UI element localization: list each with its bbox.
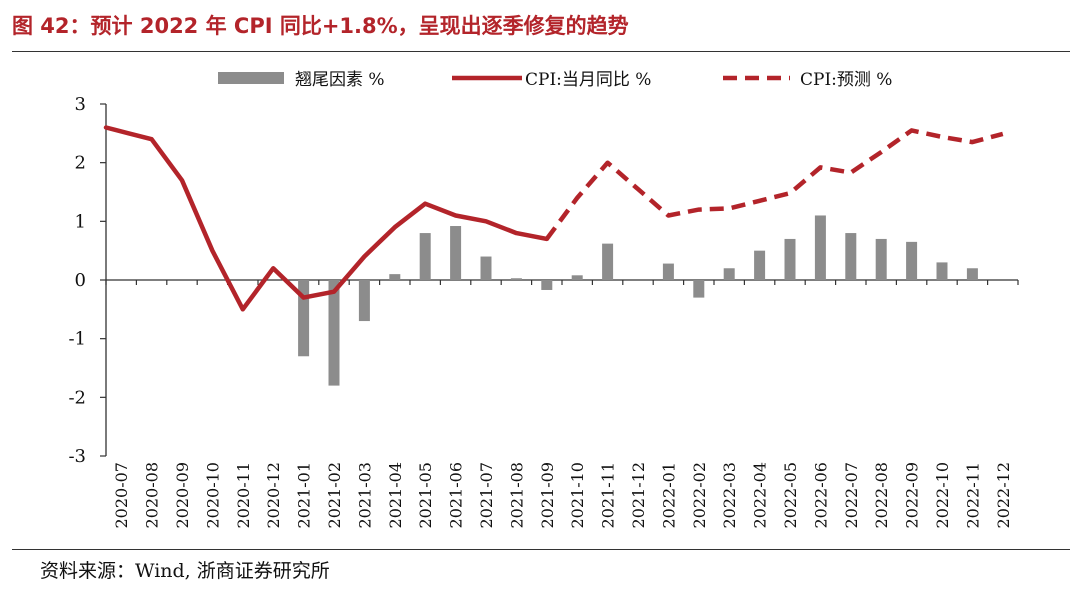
top-rule — [12, 51, 1070, 52]
cpi-forecast-line — [544, 128, 1004, 241]
x-tick-label: 2021-11 — [599, 462, 618, 528]
bar — [814, 215, 826, 280]
bar — [358, 280, 370, 322]
x-tick-label: 2022-03 — [720, 462, 739, 528]
cpi-actual-line — [103, 125, 550, 312]
y-tick-label: -1 — [68, 329, 86, 350]
x-tick-label: 2021-09 — [538, 462, 557, 528]
bar-series — [298, 215, 978, 386]
bar — [936, 262, 948, 280]
bar — [450, 226, 462, 280]
bar — [875, 238, 887, 280]
bar — [784, 238, 796, 280]
bar — [723, 268, 735, 280]
bar — [845, 233, 857, 280]
x-tick-label: 2020-09 — [173, 462, 192, 528]
x-tick-label: 2021-07 — [477, 462, 496, 528]
x-tick-label: 2022-07 — [842, 462, 861, 528]
legend: 翘尾因素 % CPI:当月同比 % CPI:预测 % — [218, 70, 892, 90]
source-note: 资料来源：Wind, 浙商证券研究所 — [40, 560, 330, 582]
axes: 3 2 1 0 -1 -2 -3 2020-07 2020-08 2020-09 2020-10 20… — [68, 94, 1019, 528]
x-tick-label: 2022-04 — [751, 462, 770, 528]
x-tick-label: 2021-02 — [325, 462, 344, 528]
bar — [328, 280, 340, 386]
x-tick-label: 2020-12 — [264, 462, 283, 528]
x-tick-label: 2022-05 — [781, 462, 800, 528]
x-tick-label: 2022-06 — [811, 462, 830, 528]
bar — [693, 280, 705, 298]
x-tick-label: 2021-06 — [447, 462, 466, 528]
x-tick-label: 2020-08 — [143, 462, 162, 528]
x-tick-label: 2021-03 — [355, 462, 374, 528]
x-tick-label: 2022-09 — [903, 462, 922, 528]
x-tick-label: 2022-01 — [659, 462, 678, 528]
bar — [419, 233, 431, 280]
legend-bar-label: 翘尾因素 % — [295, 70, 385, 90]
x-tick-label: 2022-08 — [872, 462, 891, 528]
x-tick-label: 2021-12 — [629, 462, 648, 528]
bar — [510, 278, 522, 280]
x-tick-label: 2020-10 — [203, 462, 222, 528]
bar — [966, 268, 978, 280]
x-tick-label: 2022-10 — [933, 462, 952, 528]
bar — [389, 274, 401, 280]
bar — [571, 275, 583, 280]
x-tick-label: 2021-01 — [295, 462, 314, 528]
x-tick-label: 2022-12 — [994, 462, 1013, 528]
legend-actual-label: CPI:当月同比 % — [525, 70, 651, 90]
y-tick-label: 1 — [75, 211, 86, 232]
y-tick-label: -3 — [68, 446, 86, 467]
line-series — [103, 125, 1004, 312]
x-tick-label: 2022-02 — [690, 462, 709, 528]
x-tick-label: 2022-11 — [963, 462, 982, 528]
bar — [754, 250, 766, 280]
x-tick-label: 2021-08 — [507, 462, 526, 528]
y-tick-label: 2 — [75, 153, 86, 174]
figure-title: 图 42：预计 2022 年 CPI 同比+1.8%，呈现出逐季修复的趋势 — [12, 14, 629, 38]
bar — [298, 280, 310, 357]
y-tick-label: -2 — [68, 387, 86, 408]
x-tick-label: 2021-10 — [568, 462, 587, 528]
y-tick-label: 0 — [75, 270, 86, 291]
legend-forecast-label: CPI:预测 % — [800, 70, 892, 90]
bar — [480, 256, 492, 280]
bar — [602, 243, 614, 280]
x-tick-label: 2021-04 — [386, 462, 405, 528]
legend-bar-swatch — [218, 72, 284, 84]
bar — [906, 241, 918, 280]
x-tick-label: 2021-05 — [416, 462, 435, 528]
bar — [662, 263, 674, 280]
x-tick-label: 2020-07 — [112, 462, 131, 528]
y-tick-label: 3 — [75, 94, 86, 115]
bar — [541, 280, 553, 290]
x-tick-label: 2020-11 — [234, 462, 253, 528]
bottom-rule — [12, 549, 1070, 550]
